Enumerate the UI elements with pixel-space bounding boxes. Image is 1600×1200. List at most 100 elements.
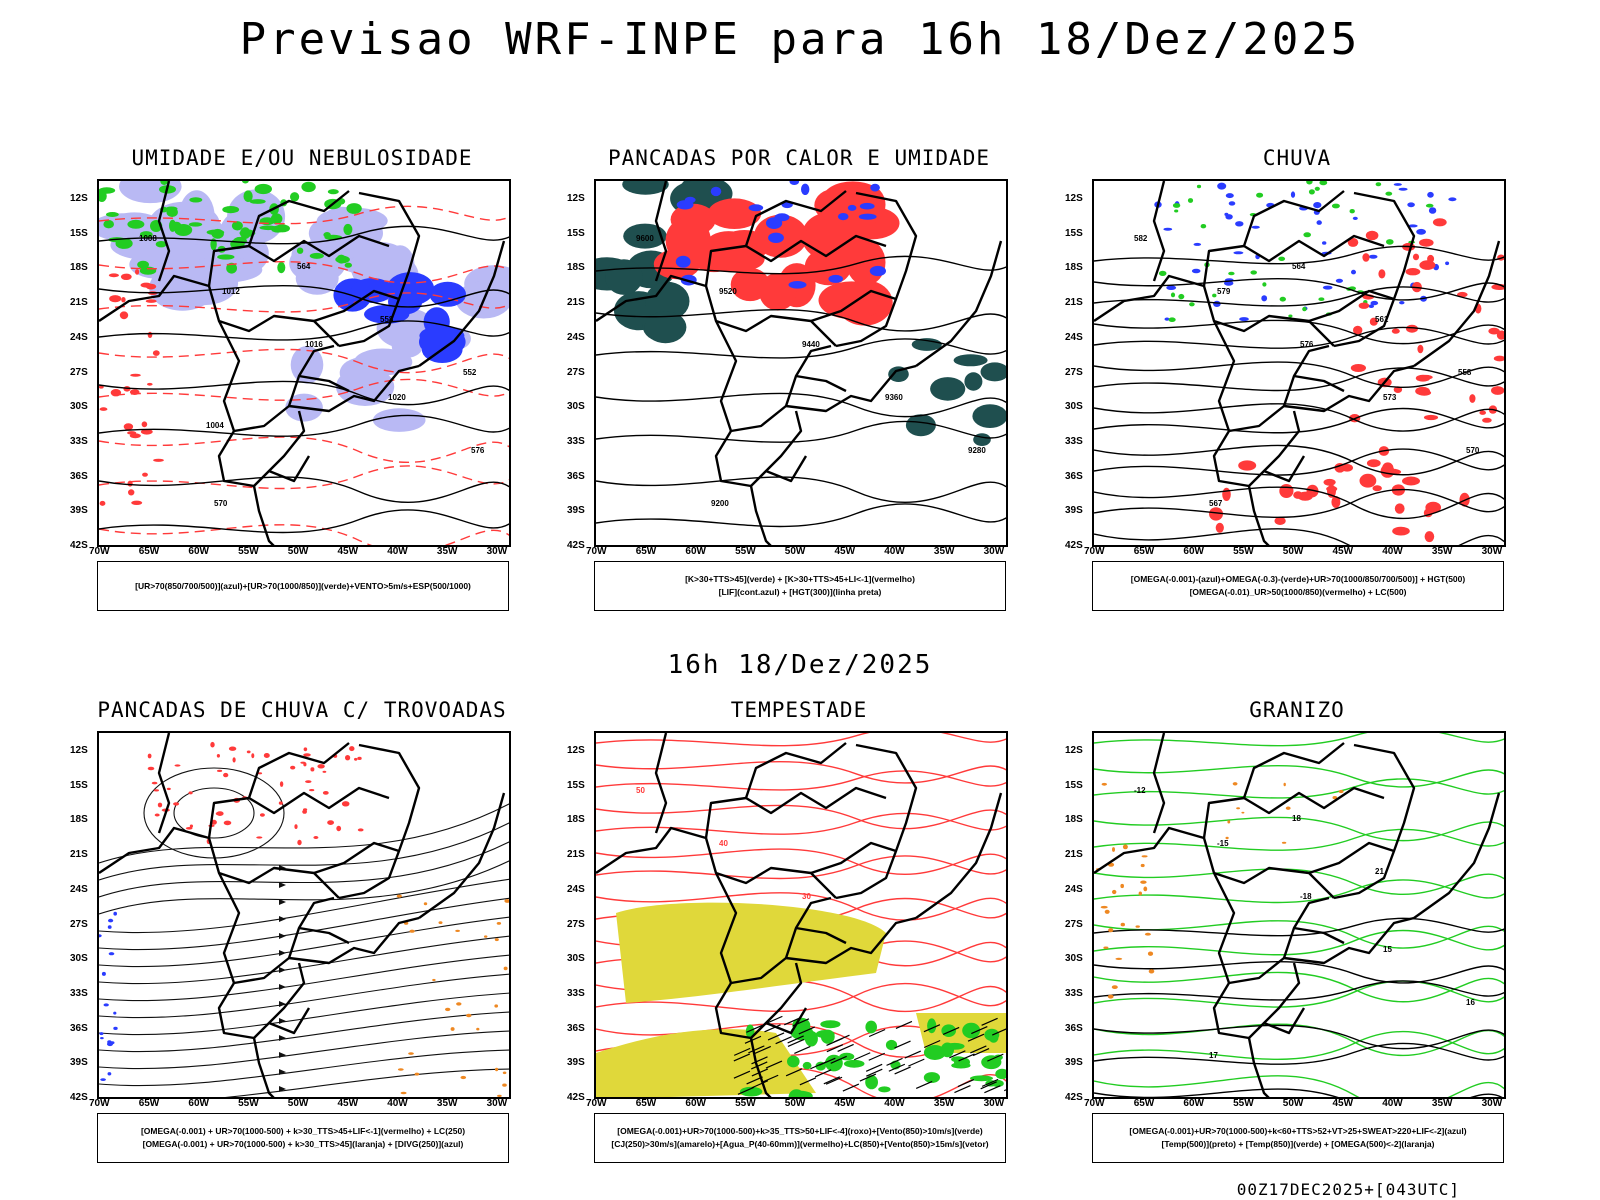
field-shade <box>1209 507 1223 521</box>
field-shade <box>1241 811 1245 814</box>
contour-value-label: 30 <box>802 892 811 901</box>
border-line <box>1413 240 1501 367</box>
border-line <box>252 1037 275 1097</box>
contour-value-label: 9600 <box>636 234 654 243</box>
lon-label: 65W <box>1133 1098 1155 1109</box>
wind-vector <box>798 1026 816 1035</box>
contour-line <box>596 770 1006 791</box>
contour-value-label: 9520 <box>719 287 737 296</box>
border-line <box>338 298 401 348</box>
lon-label: 45W <box>337 546 359 557</box>
field-shade <box>317 764 325 769</box>
lon-label: 40W <box>1382 1098 1403 1109</box>
lon-label: 65W <box>138 546 160 557</box>
field-shade <box>256 836 263 839</box>
contour-value-label: -18 <box>1300 892 1312 901</box>
field-shade <box>210 238 217 251</box>
field-shade <box>152 350 160 356</box>
field-shade <box>1233 251 1244 255</box>
wind-vector <box>826 1044 844 1053</box>
lat-label: 15S <box>70 227 88 239</box>
border-line <box>313 743 421 875</box>
rain-red-south <box>1209 446 1470 543</box>
field-shade <box>303 747 308 752</box>
lat-label: 30S <box>567 953 585 965</box>
lon-label: 30W <box>983 546 1005 557</box>
field-shade <box>1399 301 1405 305</box>
lon-label: 35W <box>436 1098 458 1109</box>
field-shade <box>251 753 255 759</box>
contour-value-label: 16 <box>1466 998 1475 1007</box>
lon-label: 60W <box>1183 546 1204 557</box>
field-shade <box>155 241 167 248</box>
map-canvas: 50 40 30 <box>596 733 1006 1097</box>
legend-line: [Temp(500)](preto) + [Temp(850)](verde) … <box>1161 1139 1435 1149</box>
field-shade <box>145 283 157 290</box>
border-line <box>1308 743 1416 875</box>
map-canvas: 1008 1012 1016 1020 576 570 564 558 552 1004 <box>99 181 509 545</box>
wind-vector <box>737 1086 755 1095</box>
field-shade <box>973 433 991 446</box>
panel-title-granizo: GRANIZO <box>1249 698 1345 722</box>
lon-label: 60W <box>1183 1098 1204 1109</box>
field-shade <box>828 274 843 283</box>
field-shade <box>1107 994 1114 999</box>
field-shade <box>445 1007 451 1012</box>
legend-tempestade: [OMEGA(-0.001)+UR>70(1000-500)+k>35_TTS>… <box>594 1113 1006 1163</box>
field-shade <box>1166 285 1177 290</box>
lat-label: 15S <box>1065 227 1083 239</box>
field-shade <box>455 929 460 932</box>
map-tempestade[interactable]: 50 40 30 <box>594 731 1008 1099</box>
wind-vector <box>814 1069 832 1078</box>
border-line <box>1333 298 1396 348</box>
contour-line <box>1094 980 1504 1008</box>
field-shade <box>865 1075 878 1090</box>
page-title: Previsao WRF-INPE para 16h 18/Dez/2025 <box>239 14 1361 65</box>
field-shade <box>1281 841 1287 844</box>
contour-value-label: 1012 <box>222 287 240 296</box>
map-granizo[interactable]: -12 -15 -18 15 16 17 18 21 <box>1092 731 1506 1099</box>
lat-label: 12S <box>567 193 585 204</box>
field-shade <box>787 1055 800 1068</box>
streamline <box>99 1049 509 1087</box>
lon-label: 65W <box>635 1098 657 1109</box>
field-shade <box>1419 238 1434 247</box>
border-line <box>1242 742 1345 799</box>
contour-line <box>1094 1042 1504 1065</box>
field-shade <box>1313 202 1322 209</box>
lon-label: 30W <box>486 1098 508 1109</box>
field-shade <box>290 765 296 770</box>
lon-label: 65W <box>1133 546 1155 557</box>
field-shade <box>774 213 790 222</box>
field-shade <box>1225 214 1233 220</box>
wind-vector <box>784 1017 801 1026</box>
map-trovoadas[interactable] <box>97 731 511 1099</box>
field-shade <box>1417 344 1424 354</box>
field-shade <box>166 207 178 217</box>
contour-value-label: 9280 <box>968 446 986 455</box>
lon-label: 60W <box>685 1098 706 1109</box>
forecast-time-label: 16h 18/Dez/2025 <box>667 650 933 680</box>
border-line <box>835 850 898 900</box>
field-shade <box>1370 300 1379 306</box>
map-umidade[interactable]: 1008 1012 1016 1020 576 570 564 558 552 1004 <box>97 179 511 547</box>
field-shade <box>1432 218 1447 227</box>
lat-label: 24S <box>70 331 88 343</box>
thickness-contours <box>99 205 509 545</box>
field-shade <box>339 357 388 389</box>
lon-label: 50W <box>1282 1098 1304 1109</box>
border-line <box>1263 1007 1306 1035</box>
contour-value-label: 564 <box>297 262 311 271</box>
field-shade <box>927 1018 937 1034</box>
omega-green <box>1158 181 1434 322</box>
border-line <box>654 733 668 834</box>
lon-label: 40W <box>387 1098 408 1109</box>
field-shade <box>222 206 240 214</box>
contour-value-label: 579 <box>1217 287 1231 296</box>
map-chuva[interactable]: 582 579 576 573 570 567 564 561 558 <box>1092 179 1506 547</box>
field-shade <box>1228 201 1236 206</box>
map-pancadas-calor[interactable]: 9600 9520 9440 9360 9280 9200 <box>594 179 1008 547</box>
field-shade <box>1238 460 1257 471</box>
wind-vector <box>754 1045 772 1054</box>
field-shade <box>1369 317 1378 326</box>
